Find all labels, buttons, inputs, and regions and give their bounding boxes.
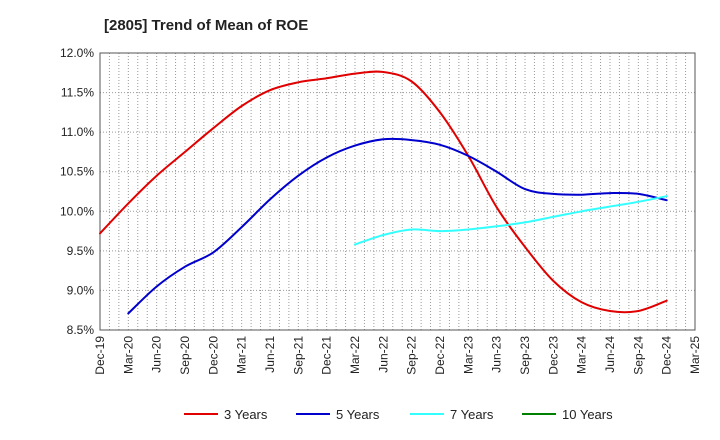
- x-tick-label: Jun-23: [490, 336, 504, 373]
- legend-label-7-years: 7 Years: [450, 407, 494, 422]
- y-tick-label: 11.0%: [61, 125, 94, 139]
- x-tick-label: Sep-20: [178, 336, 192, 375]
- legend: 3 Years 5 Years 7 Years 10 Years: [184, 407, 613, 422]
- grid: [100, 53, 695, 330]
- x-tick-label: Mar-20: [121, 336, 135, 374]
- x-tick-label: Dec-19: [93, 336, 107, 375]
- y-tick-label: 10.0%: [60, 204, 94, 218]
- x-tick-label: Sep-24: [631, 336, 645, 375]
- x-tick-label: Dec-23: [546, 336, 560, 375]
- x-tick-label: Mar-23: [461, 336, 475, 374]
- series-line-5-years: [127, 137, 668, 315]
- x-tick-label: Dec-20: [206, 336, 220, 375]
- legend-label-3-years: 3 Years: [224, 407, 268, 422]
- y-tick-label: 8.5%: [67, 323, 95, 337]
- x-tick-label: Sep-23: [518, 336, 532, 375]
- x-tick-label: Mar-21: [235, 336, 249, 374]
- x-tick-label: Jun-21: [263, 336, 277, 373]
- chart-title: [2805] Trend of Mean of ROE: [104, 17, 308, 34]
- series-line-3-years: [99, 70, 668, 314]
- x-tick-label: Dec-21: [320, 336, 334, 375]
- y-tick-label: 11.5%: [61, 86, 94, 100]
- x-tick-label: Dec-24: [660, 336, 674, 375]
- y-tick-label: 9.0%: [67, 283, 95, 297]
- y-tick-label: 10.5%: [60, 165, 94, 179]
- x-tick-label: Jun-22: [376, 336, 390, 373]
- x-tick-label: Jun-20: [150, 336, 164, 373]
- legend-label-5-years: 5 Years: [336, 407, 380, 422]
- plot-frame: [99, 52, 696, 331]
- series-lines: [99, 70, 668, 315]
- y-tick-label: 12.0%: [60, 46, 94, 60]
- x-tick-label: Mar-24: [575, 336, 589, 374]
- y-tick-label: 9.5%: [67, 244, 95, 258]
- legend-label-10-years: 10 Years: [562, 407, 613, 422]
- y-axis-ticks: 8.5% 9.0% 9.5% 10.0% 10.5% 11.0% 11.5% 12.0%: [60, 46, 94, 337]
- x-tick-label: Sep-22: [405, 336, 419, 375]
- x-tick-label: Dec-22: [433, 336, 447, 375]
- x-tick-label: Jun-24: [603, 336, 617, 373]
- x-axis-ticks: Dec-19 Mar-20 Jun-20 Sep-20 Dec-20 Mar-21 Jun-…: [93, 336, 702, 375]
- x-tick-label: Mar-22: [348, 336, 362, 374]
- series-line-7-years: [354, 195, 668, 246]
- x-tick-label: Mar-25: [688, 336, 702, 374]
- x-tick-label: Sep-21: [291, 336, 305, 375]
